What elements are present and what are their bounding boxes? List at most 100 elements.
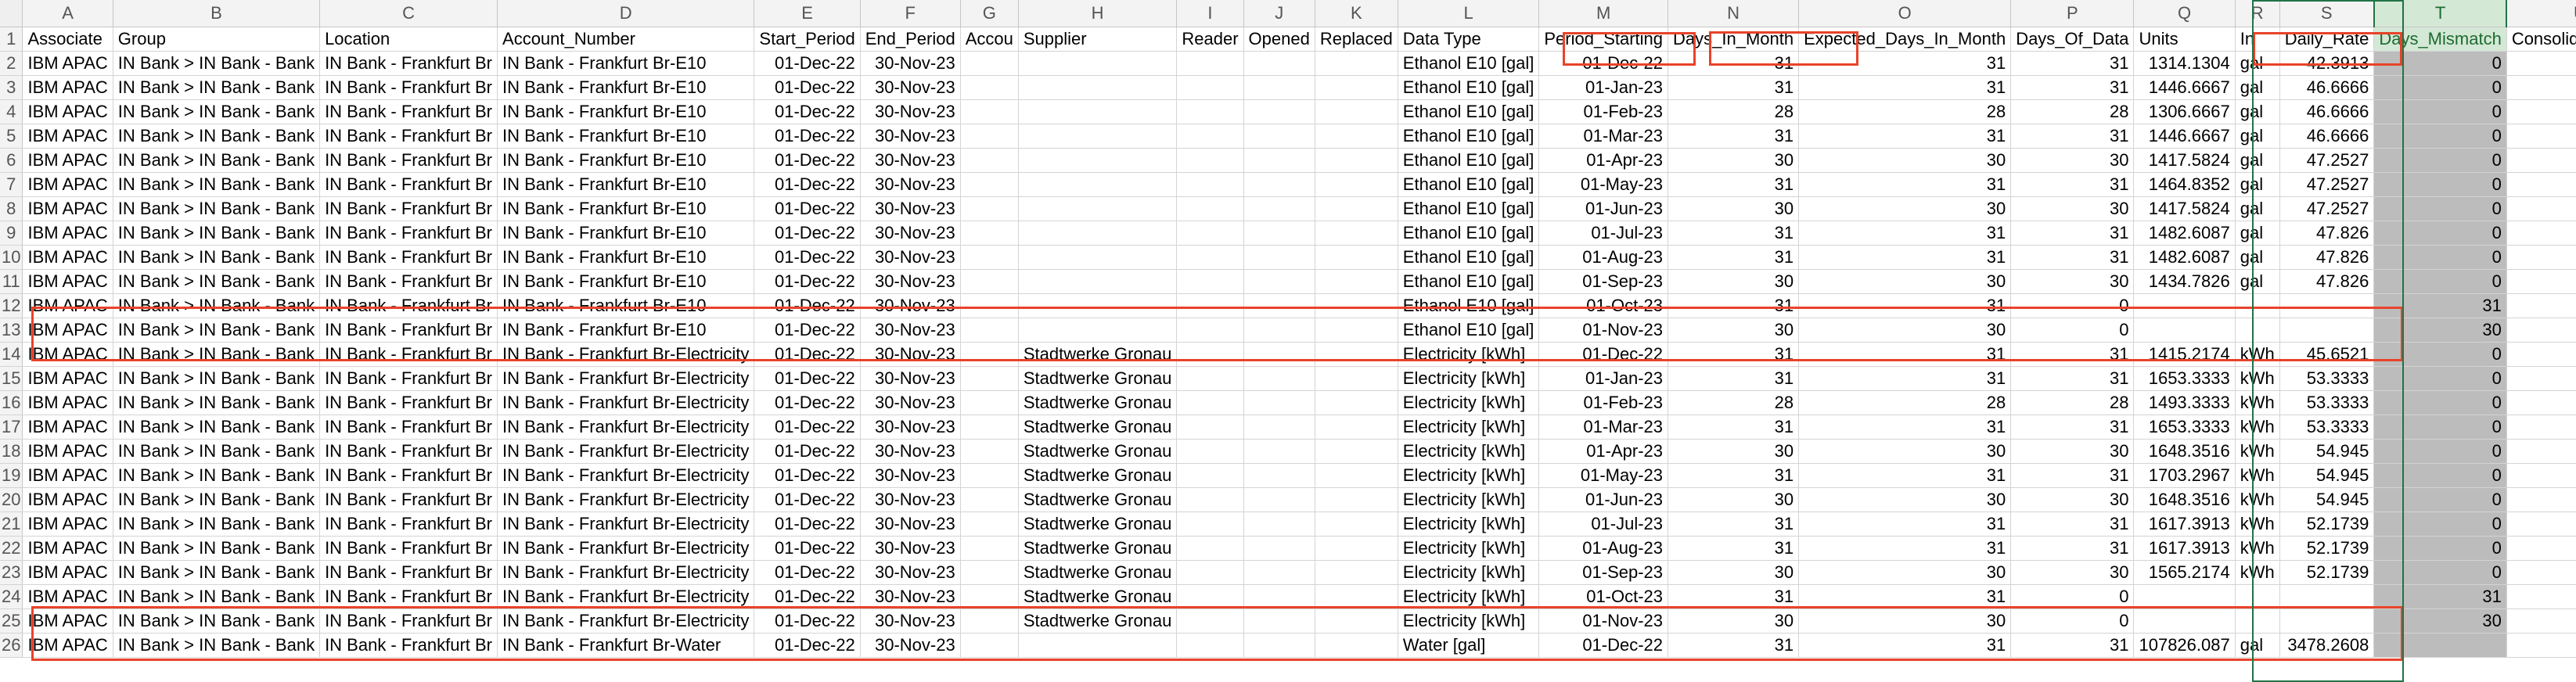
cell[interactable]: 31: [1668, 293, 1800, 318]
cell[interactable]: 54.945: [2279, 463, 2375, 488]
cell[interactable]: 0: [2373, 269, 2507, 294]
cell[interactable]: [1315, 366, 1398, 391]
cell[interactable]: 30: [1668, 487, 1800, 512]
cell[interactable]: [1243, 196, 1315, 221]
cell[interactable]: 1482.6087: [2133, 221, 2236, 246]
cell[interactable]: IN Bank - Frankfurt Br-Electricity: [497, 560, 755, 585]
cell[interactable]: [1176, 75, 1244, 100]
cell[interactable]: gal: [2235, 269, 2280, 294]
cell[interactable]: 01-Aug-23: [1538, 245, 1669, 270]
cell[interactable]: [1243, 463, 1315, 488]
cell[interactable]: 30-Nov-23: [860, 293, 961, 318]
cell[interactable]: [1243, 245, 1315, 270]
cell[interactable]: 01-Dec-22: [754, 269, 861, 294]
cell[interactable]: 30-Nov-23: [860, 366, 961, 391]
cell[interactable]: gal: [2235, 245, 2280, 270]
cell[interactable]: kWh: [2235, 366, 2280, 391]
cell[interactable]: IN Bank - Frankfurt Br: [319, 584, 498, 609]
header-cell[interactable]: Supplier: [1018, 27, 1178, 52]
cell[interactable]: 31: [1798, 124, 2012, 149]
cell[interactable]: [1018, 99, 1178, 124]
cell[interactable]: IN Bank - Frankfurt Br: [319, 99, 498, 124]
cell[interactable]: 31: [2010, 633, 2135, 658]
cell[interactable]: 1565.2174: [2133, 560, 2236, 585]
cell[interactable]: kWh: [2235, 439, 2280, 464]
cell[interactable]: 31: [1668, 584, 1800, 609]
row-number[interactable]: 10: [0, 245, 23, 270]
cell[interactable]: IN Bank > IN Bank - Bank: [113, 172, 321, 197]
cell[interactable]: 30-Nov-23: [860, 390, 961, 415]
header-cell[interactable]: Associate: [22, 27, 113, 52]
cell[interactable]: 47.2527: [2279, 148, 2375, 173]
cell[interactable]: 01-Sep-23: [1538, 269, 1669, 294]
cell[interactable]: 0: [2373, 148, 2507, 173]
cell[interactable]: [1018, 148, 1178, 173]
cell[interactable]: IN Bank - Frankfurt Br-E10: [497, 221, 755, 246]
cell[interactable]: [2133, 584, 2236, 609]
cell[interactable]: [1315, 148, 1398, 173]
cell[interactable]: [1176, 148, 1244, 173]
cell[interactable]: Stadtwerke Gronau: [1018, 584, 1178, 609]
cell[interactable]: IN Bank > IN Bank - Bank: [113, 221, 321, 246]
cell[interactable]: 30-Nov-23: [860, 75, 961, 100]
cell[interactable]: gal: [2235, 99, 2280, 124]
cell[interactable]: IN Bank - Frankfurt Br: [319, 196, 498, 221]
cell[interactable]: 31: [1798, 512, 2012, 537]
column-letter-n[interactable]: N: [1668, 0, 1800, 27]
row-number[interactable]: 20: [0, 487, 23, 512]
cell[interactable]: [960, 124, 1019, 149]
cell[interactable]: IN Bank - Frankfurt Br-E10: [497, 245, 755, 270]
cell[interactable]: IN Bank - Frankfurt Br-E10: [497, 196, 755, 221]
cell[interactable]: 31: [2373, 293, 2507, 318]
cell[interactable]: [1315, 584, 1398, 609]
cell[interactable]: [1243, 172, 1315, 197]
cell[interactable]: 100: [2506, 487, 2576, 512]
cell[interactable]: 1446.6667: [2133, 124, 2236, 149]
cell[interactable]: [960, 536, 1019, 561]
cell[interactable]: [1315, 415, 1398, 440]
cell[interactable]: IN Bank - Frankfurt Br: [319, 536, 498, 561]
header-cell[interactable]: Data Type: [1398, 27, 1540, 52]
cell[interactable]: [1018, 51, 1178, 76]
cell[interactable]: 01-Apr-23: [1538, 439, 1669, 464]
cell[interactable]: IN Bank - Frankfurt Br-E10: [497, 172, 755, 197]
cell[interactable]: 31: [1668, 172, 1800, 197]
cell[interactable]: gal: [2235, 172, 2280, 197]
cell[interactable]: [2279, 293, 2375, 318]
cell[interactable]: 31: [2010, 172, 2135, 197]
cell[interactable]: [1018, 221, 1178, 246]
cell[interactable]: [1176, 463, 1244, 488]
cell[interactable]: IN Bank > IN Bank - Bank: [113, 487, 321, 512]
cell[interactable]: 1703.2967: [2133, 463, 2236, 488]
row-number[interactable]: 14: [0, 342, 23, 367]
cell[interactable]: [1018, 196, 1178, 221]
cell[interactable]: IBM APAC: [22, 487, 113, 512]
cell[interactable]: kWh: [2235, 560, 2280, 585]
row-number[interactable]: 5: [0, 124, 23, 149]
cell[interactable]: IBM APAC: [22, 633, 113, 658]
cell[interactable]: 0: [2373, 172, 2507, 197]
cell[interactable]: Ethanol E10 [gal]: [1398, 269, 1540, 294]
cell[interactable]: 01-Dec-22: [754, 75, 861, 100]
cell[interactable]: [960, 633, 1019, 658]
cell[interactable]: 01-Dec-22: [754, 415, 861, 440]
cell[interactable]: 100: [2506, 512, 2576, 537]
cell[interactable]: 0: [2373, 390, 2507, 415]
cell[interactable]: Ethanol E10 [gal]: [1398, 172, 1540, 197]
cell[interactable]: 30: [2010, 487, 2135, 512]
cell[interactable]: 01-May-23: [1538, 463, 1669, 488]
cell[interactable]: [1315, 124, 1398, 149]
cell[interactable]: IBM APAC: [22, 366, 113, 391]
cell[interactable]: Stadtwerke Gronau: [1018, 366, 1178, 391]
cell[interactable]: 31: [1668, 512, 1800, 537]
cell[interactable]: 28: [1798, 99, 2012, 124]
cell[interactable]: IN Bank > IN Bank - Bank: [113, 390, 321, 415]
cell[interactable]: 01-May-23: [1538, 172, 1669, 197]
cell[interactable]: 1434.7826: [2133, 269, 2236, 294]
cell[interactable]: 30: [2010, 148, 2135, 173]
cell[interactable]: [1315, 318, 1398, 343]
cell[interactable]: [1176, 633, 1244, 658]
cell[interactable]: 31: [2010, 221, 2135, 246]
row-number[interactable]: 26: [0, 633, 23, 658]
row-number[interactable]: 19: [0, 463, 23, 488]
